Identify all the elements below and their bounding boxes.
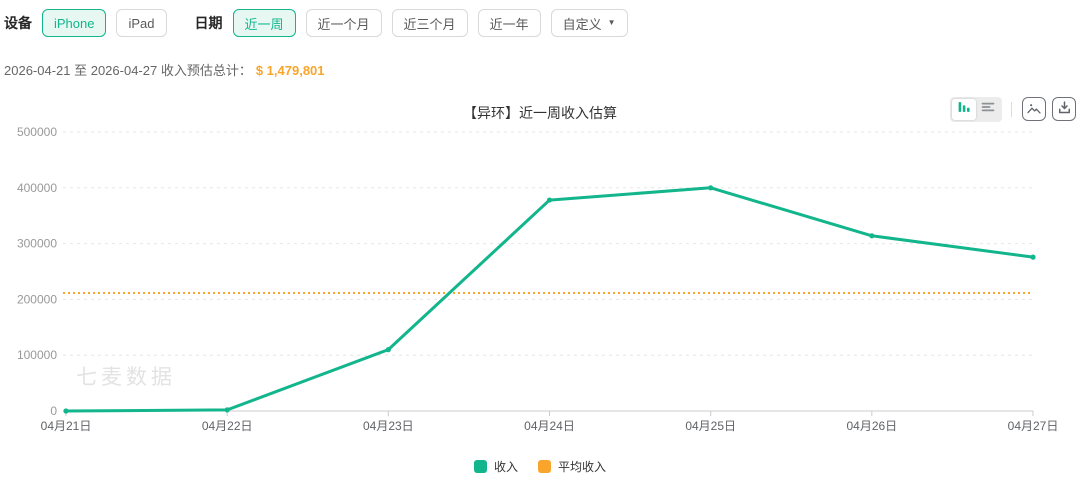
svg-text:04月22日: 04月22日 <box>202 419 253 433</box>
image-icon <box>1027 101 1041 118</box>
device-option-iphone[interactable]: iPhone <box>42 9 107 37</box>
date-option-last-week[interactable]: 近一周 <box>232 9 296 37</box>
svg-text:04月26日: 04月26日 <box>846 419 897 433</box>
svg-text:04月24日: 04月24日 <box>524 419 575 433</box>
save-image-button[interactable] <box>1022 97 1046 121</box>
y-axis-labels: 0 100000 200000 300000 400000 500000 <box>17 125 57 418</box>
date-option-last-year[interactable]: 近一年 <box>477 9 541 37</box>
legend-item-revenue[interactable]: 收入 <box>473 458 518 475</box>
chart-type-toggle <box>950 96 1002 122</box>
summary-text: 2026-04-21 至 2026-04-27 收入预估总计： <box>4 63 252 78</box>
svg-text:300000: 300000 <box>17 237 57 251</box>
date-label: 日期 <box>194 15 223 31</box>
device-label: 设备 <box>4 15 32 31</box>
revenue-swatch <box>473 460 487 473</box>
legend-item-average-revenue[interactable]: 平均收入 <box>538 458 606 475</box>
chart-legend: 收入 平均收入 <box>0 458 1080 475</box>
bar-chart-icon <box>957 100 971 119</box>
x-axis-labels: 04月21日 04月22日 04月23日 04月24日 04月25日 04月26日 04月2… <box>41 411 1059 433</box>
legend-label-average-revenue: 平均收入 <box>558 460 607 474</box>
svg-text:100000: 100000 <box>17 348 57 362</box>
revenue-summary: 2026-04-21 至 2026-04-27 收入预估总计： $ 1,479,8… <box>4 60 325 79</box>
svg-text:04月27日: 04月27日 <box>1008 419 1059 433</box>
custom-date-label: 自定义 <box>562 16 602 32</box>
average-revenue-swatch <box>538 460 551 473</box>
chevron-down-icon: ▼ <box>607 18 616 27</box>
grid-lines <box>63 131 1033 412</box>
toolbar-divider <box>1011 101 1012 117</box>
device-option-ipad[interactable]: iPad <box>116 9 167 37</box>
data-view-icon <box>981 100 995 119</box>
svg-text:04月23日: 04月23日 <box>363 419 414 433</box>
chart-toolbar <box>950 96 1076 122</box>
svg-text:200000: 200000 <box>17 292 57 306</box>
watermark: 七麦数据 <box>76 366 176 389</box>
download-button[interactable] <box>1052 97 1076 121</box>
download-icon <box>1058 101 1071 117</box>
chart-title: 【异环】近一周收入估算 <box>463 105 617 121</box>
svg-text:500000: 500000 <box>17 125 57 139</box>
legend-label-revenue: 收入 <box>493 460 518 474</box>
revenue-points <box>63 185 1036 414</box>
date-option-last-month[interactable]: 近一个月 <box>305 9 382 37</box>
chart-view-button[interactable] <box>952 98 976 120</box>
svg-text:04月25日: 04月25日 <box>685 419 736 433</box>
date-option-custom[interactable]: 自定义 ▼ <box>550 9 628 37</box>
svg-text:04月21日: 04月21日 <box>41 419 92 433</box>
svg-text:400000: 400000 <box>17 181 57 195</box>
svg-text:0: 0 <box>50 404 57 418</box>
data-view-button[interactable] <box>976 99 1000 120</box>
date-option-last-3-months[interactable]: 近三个月 <box>391 9 468 37</box>
filter-bar: 设备 iPhone iPad 日期 近一周 近一个月 近三个月 近一年 自定义 … <box>4 8 638 38</box>
summary-amount: $ 1,479,801 <box>255 63 325 78</box>
